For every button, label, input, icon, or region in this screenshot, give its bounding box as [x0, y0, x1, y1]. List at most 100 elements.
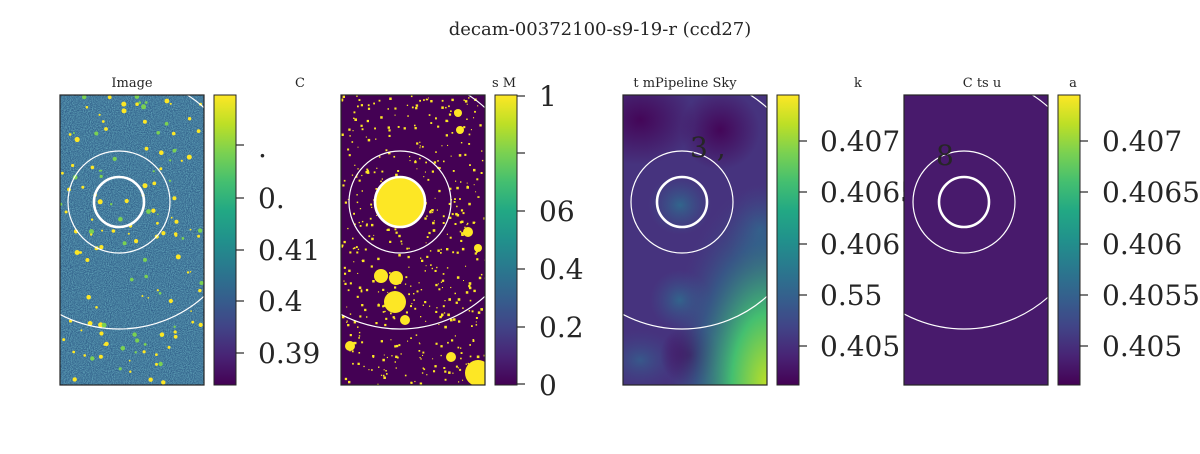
mask-pixel: [463, 280, 464, 281]
mask-pixel: [371, 206, 373, 208]
mask-pixel: [383, 304, 386, 307]
mask-pixel: [473, 184, 475, 186]
mask-pixel: [380, 374, 383, 376]
mask-pixel: [353, 261, 355, 263]
mask-pixel: [454, 335, 456, 337]
mask-pixel: [420, 289, 423, 291]
mask-pixel: [380, 180, 382, 183]
mask-blob: [400, 315, 410, 325]
mask-pixel: [462, 212, 465, 215]
image-source: [87, 321, 93, 326]
mask-pixel: [477, 105, 479, 107]
mask-pixel: [346, 320, 348, 322]
mask-pixel: [375, 188, 378, 190]
mask-pixel: [366, 223, 368, 226]
image-source: [155, 353, 158, 356]
mask-pixel: [393, 317, 396, 320]
mask-pixel: [361, 304, 364, 307]
mask-pixel: [415, 104, 419, 107]
mask-pixel: [358, 286, 362, 289]
mask-pixel: [474, 252, 477, 255]
mask-pixel: [447, 313, 450, 317]
colorbar-tick-label: 0.2: [539, 311, 584, 344]
colorbar-tick-label: 0.4065: [820, 176, 918, 209]
mask-pixel: [400, 353, 402, 355]
mask-pixel: [460, 239, 463, 242]
mask-pixel: [361, 220, 364, 223]
image-source: [134, 351, 137, 354]
mask-pixel: [441, 106, 444, 109]
panel-image: Image C .: [59, 76, 320, 386]
mask-pixel: [373, 234, 375, 236]
mask-pixel: [469, 344, 471, 346]
mask-pixel: [366, 168, 369, 171]
mask-pixel: [400, 240, 403, 243]
mask-pixel: [424, 217, 427, 220]
mask-pixel: [437, 160, 439, 162]
mask-pixel: [446, 248, 449, 251]
mask-pixel: [406, 247, 409, 250]
image-source: [94, 131, 99, 136]
mask-pixel: [461, 220, 464, 223]
image-source: [134, 239, 139, 244]
mask-pixel: [471, 310, 474, 313]
mask-pixel: [386, 229, 389, 231]
image-source: [104, 341, 109, 347]
mask-pixel: [435, 342, 438, 345]
mask-pixel: [419, 145, 421, 147]
mask-pixel: [426, 215, 428, 217]
mask-pixel: [348, 380, 351, 384]
mask-pixel: [385, 317, 388, 320]
mask-pixel: [365, 136, 367, 138]
mask-pixel: [354, 118, 357, 121]
mask-pixel: [356, 95, 358, 97]
mask-pixel: [369, 217, 372, 220]
mask-pixel: [457, 367, 459, 369]
mask-pixel: [361, 128, 364, 131]
mask-pixel: [378, 366, 380, 368]
colorbar-tick-label: 0.4: [539, 253, 584, 286]
mask-pixel: [395, 355, 398, 358]
image-source: [80, 329, 83, 332]
mask-pixel: [355, 246, 358, 248]
mask-pixel: [403, 127, 406, 130]
colorbar: a 0.407 0.4065 0.406 0.4055 0.405: [1057, 76, 1200, 386]
image-source: [72, 377, 77, 382]
mask-pixel: [431, 170, 434, 173]
image-source: [151, 208, 156, 213]
mask-pixel: [435, 151, 437, 153]
mask-pixel: [478, 276, 482, 280]
mask-pixel: [451, 213, 454, 216]
mask-pixel: [389, 97, 392, 100]
mask-pixel: [375, 322, 378, 325]
mask-pixel: [372, 356, 375, 358]
mask-pixel: [449, 216, 452, 219]
inner-ring: [373, 175, 427, 229]
mask-pixel: [439, 315, 442, 319]
mask-pixel: [476, 258, 479, 261]
mask-pixel: [420, 358, 422, 360]
mask-pixel: [460, 209, 464, 212]
image-source: [124, 198, 129, 204]
mask-pixel: [425, 98, 428, 101]
mask-pixel: [406, 104, 409, 106]
image-source: [170, 216, 173, 219]
image-source: [164, 121, 169, 126]
panel-frame: [622, 94, 768, 386]
colorbar-ramp: [776, 94, 800, 386]
image-source: [159, 150, 164, 155]
mask-pixel: [396, 344, 399, 348]
mask-pixel: [372, 355, 375, 358]
mask-pixel: [372, 280, 375, 283]
mask-pixel: [443, 367, 446, 369]
mask-pixel: [407, 115, 409, 117]
mask-pixel: [360, 289, 363, 291]
mask-pixel: [387, 108, 389, 110]
image-source: [143, 257, 147, 262]
mask-pixel: [432, 229, 436, 232]
image-source: [89, 229, 94, 235]
mask-pixel: [392, 316, 395, 319]
image-source: [71, 163, 75, 168]
mask-pixel: [419, 147, 421, 149]
